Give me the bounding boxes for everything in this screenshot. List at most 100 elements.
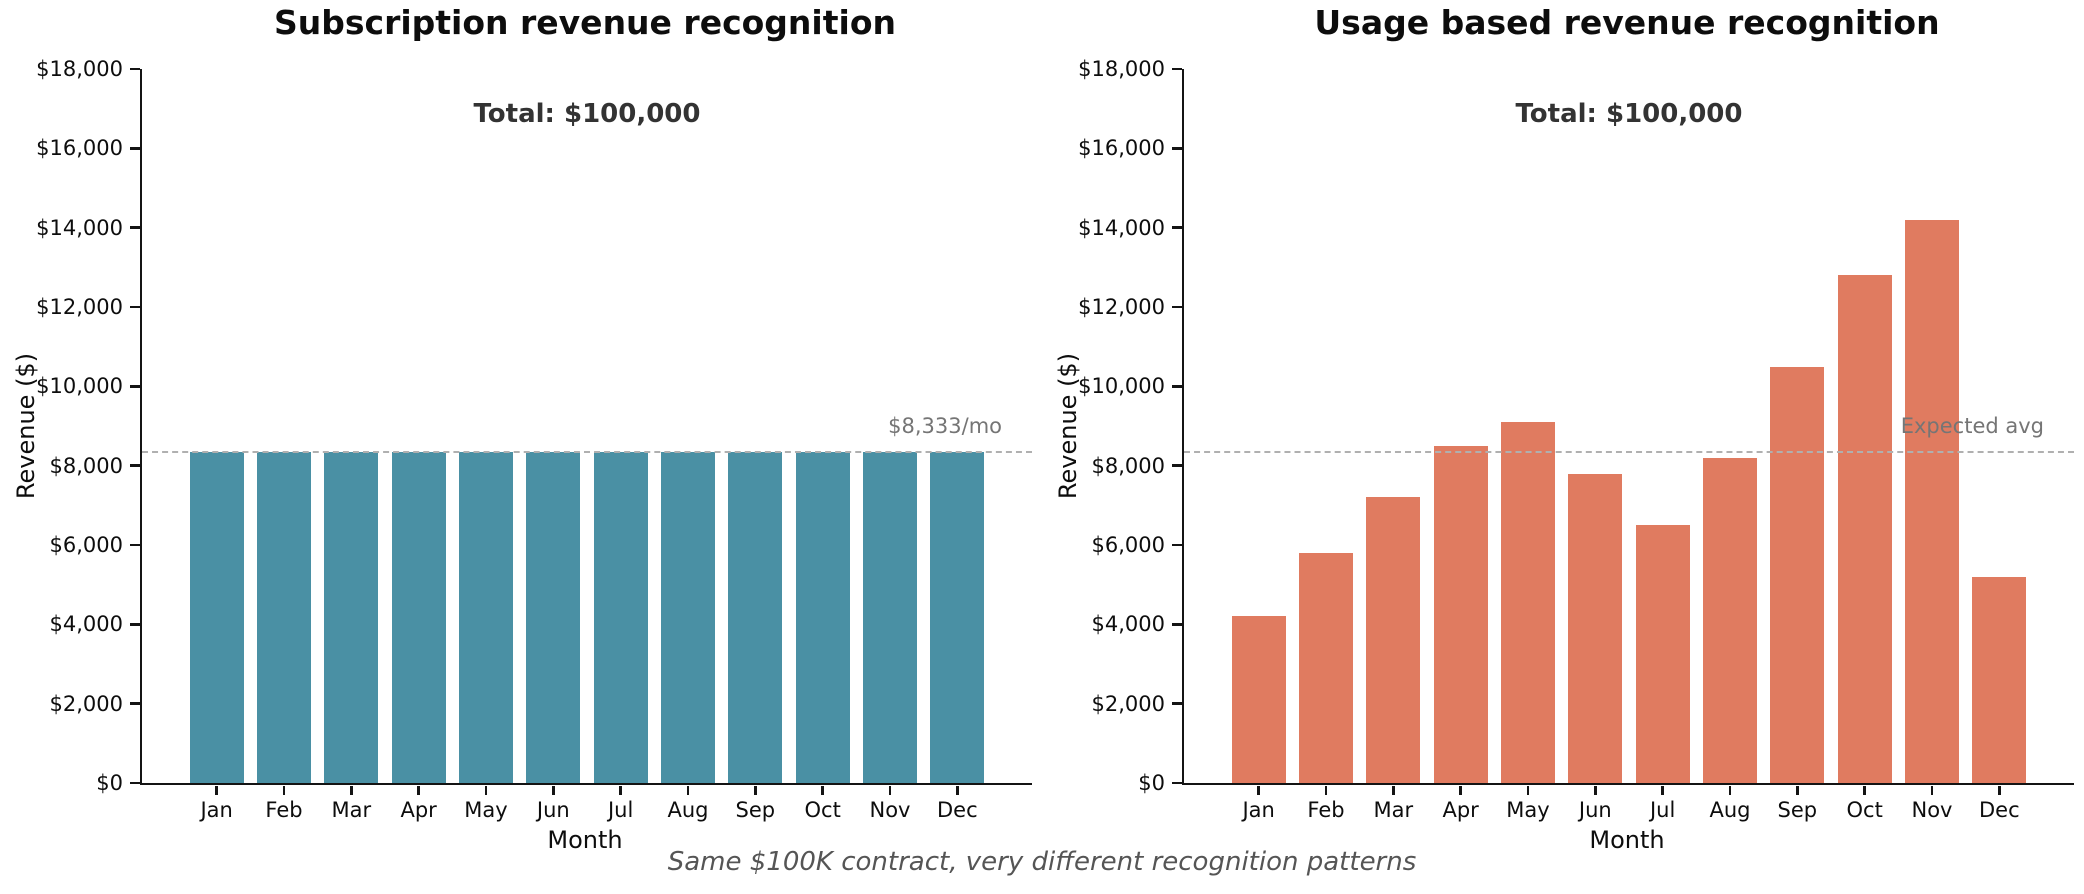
bar-jul (1635, 525, 1690, 783)
bar-feb (257, 452, 311, 783)
bar-jun (1568, 473, 1623, 783)
x-tick-label-dec: Dec (937, 798, 978, 822)
chart-title: Subscription revenue recognition (273, 3, 896, 42)
bar-may (459, 452, 513, 783)
figure-caption: Same $100K contract, very different reco… (667, 847, 1417, 877)
x-tick-label-feb: Feb (265, 798, 303, 822)
y-tick-mark (130, 67, 140, 71)
y-tick-mark (130, 702, 140, 705)
y-tick-mark (1172, 147, 1182, 150)
x-tick-mark (417, 785, 420, 795)
bar-feb (1299, 552, 1353, 783)
x-tick-mark (1998, 785, 2001, 795)
x-tick-label-feb: Feb (1307, 798, 1345, 822)
reference-line-label: $8,333/mo (888, 414, 1002, 439)
y-tick-label: $16,000 (1078, 136, 1165, 161)
total-annotation: Total: $100,000 (473, 99, 701, 129)
bar-nov (1905, 219, 1959, 783)
y-tick-mark (1172, 67, 1182, 71)
x-tick-label-may: May (1506, 798, 1550, 822)
bar-jun (526, 452, 581, 783)
total-annotation: Total: $100,000 (1515, 99, 1743, 129)
bar-mar (324, 452, 379, 783)
y-tick-mark (1172, 543, 1182, 547)
x-tick-mark (350, 785, 353, 795)
x-tick-mark (1863, 785, 1866, 795)
y-tick-mark (130, 623, 140, 626)
y-tick-label: $16,000 (36, 136, 123, 161)
bar-sep (728, 452, 783, 783)
y-tick-mark (130, 305, 140, 309)
x-tick-mark (1796, 785, 1799, 795)
y-tick-mark (130, 464, 140, 467)
subscription-chart-panel: Subscription revenue recognition Revenue… (12, 3, 1032, 854)
x-tick-mark (1594, 785, 1597, 795)
x-tick-mark (282, 785, 286, 795)
y-tick-mark (1172, 702, 1182, 705)
bar-jul (593, 452, 648, 783)
bar-nov (863, 452, 917, 783)
y-tick-label: $8,000 (49, 453, 123, 478)
bar-mar (1366, 497, 1421, 783)
y-tick-mark (1172, 226, 1182, 229)
x-tick-label-jan: Jan (200, 798, 233, 822)
y-tick-label: $6,000 (49, 533, 123, 557)
y-tick-label: $14,000 (1078, 215, 1165, 240)
x-tick-label-dec: Dec (1979, 798, 2020, 822)
y-tick-mark (1172, 781, 1182, 785)
bar-aug (1703, 457, 1757, 783)
x-tick-mark (215, 785, 218, 795)
bar-jan (1231, 616, 1286, 783)
x-tick-mark (956, 785, 959, 795)
y-tick-label: $18,000 (36, 57, 123, 81)
x-tick-mark (1728, 785, 1732, 795)
y-tick-label: $0 (1138, 771, 1165, 795)
y-tick-label: $2,000 (1091, 691, 1165, 716)
x-tick-mark (754, 785, 757, 795)
y-tick-label: $18,000 (1078, 57, 1165, 81)
x-tick-label-jul: Jul (607, 798, 634, 822)
x-tick-mark (484, 785, 488, 795)
y-tick-label: $6,000 (1091, 533, 1165, 557)
bar-apr (1433, 445, 1488, 783)
y-tick-label: $4,000 (1091, 612, 1165, 637)
x-tick-label-mar: Mar (331, 798, 372, 822)
x-tick-mark (821, 785, 824, 795)
y-tick-label: $12,000 (36, 295, 123, 319)
usage-chart-panel: Usage based revenue recognition Revenue … (1042, 0, 2084, 894)
x-axis-label: Month (547, 826, 623, 854)
y-tick-mark (130, 781, 140, 785)
x-tick-mark (1526, 785, 1530, 795)
x-tick-label-may: May (464, 798, 508, 822)
x-tick-label-aug: Aug (667, 798, 709, 822)
x-tick-label-sep: Sep (735, 798, 776, 822)
x-tick-mark (1392, 785, 1395, 795)
x-tick-mark (1324, 785, 1328, 795)
y-tick-label: $10,000 (36, 374, 123, 399)
y-tick-label: $10,000 (1078, 374, 1165, 399)
x-axis-label: Month (1589, 826, 1665, 854)
bar-sep (1770, 366, 1825, 783)
y-tick-mark (130, 543, 140, 547)
y-tick-mark (130, 385, 140, 388)
x-tick-mark (619, 785, 622, 795)
plot-area: Total: $100,000 $8,333/mo $0 $2,000 $4,000… (36, 57, 1032, 822)
bar-dec (930, 452, 985, 783)
reference-line (142, 451, 1032, 454)
x-tick-label-jan: Jan (1242, 798, 1275, 822)
x-tick-label-aug: Aug (1709, 798, 1751, 822)
y-tick-label: $12,000 (1078, 295, 1165, 319)
y-axis-label: Revenue ($) (1046, 69, 1090, 783)
y-tick-mark (130, 147, 140, 150)
y-tick-mark (1172, 385, 1182, 388)
x-tick-mark (1930, 785, 1934, 795)
x-tick-mark (686, 785, 690, 795)
y-tick-label: $14,000 (36, 215, 123, 240)
x-tick-label-mar: Mar (1373, 798, 1414, 822)
y-tick-label: $8,000 (1091, 453, 1165, 478)
x-tick-label-jun: Jun (536, 798, 570, 822)
y-tick-mark (1172, 305, 1182, 309)
x-tick-label-jun: Jun (1578, 798, 1612, 822)
x-tick-label-oct: Oct (804, 798, 841, 822)
reference-line-label: Expected avg (1900, 414, 2044, 439)
